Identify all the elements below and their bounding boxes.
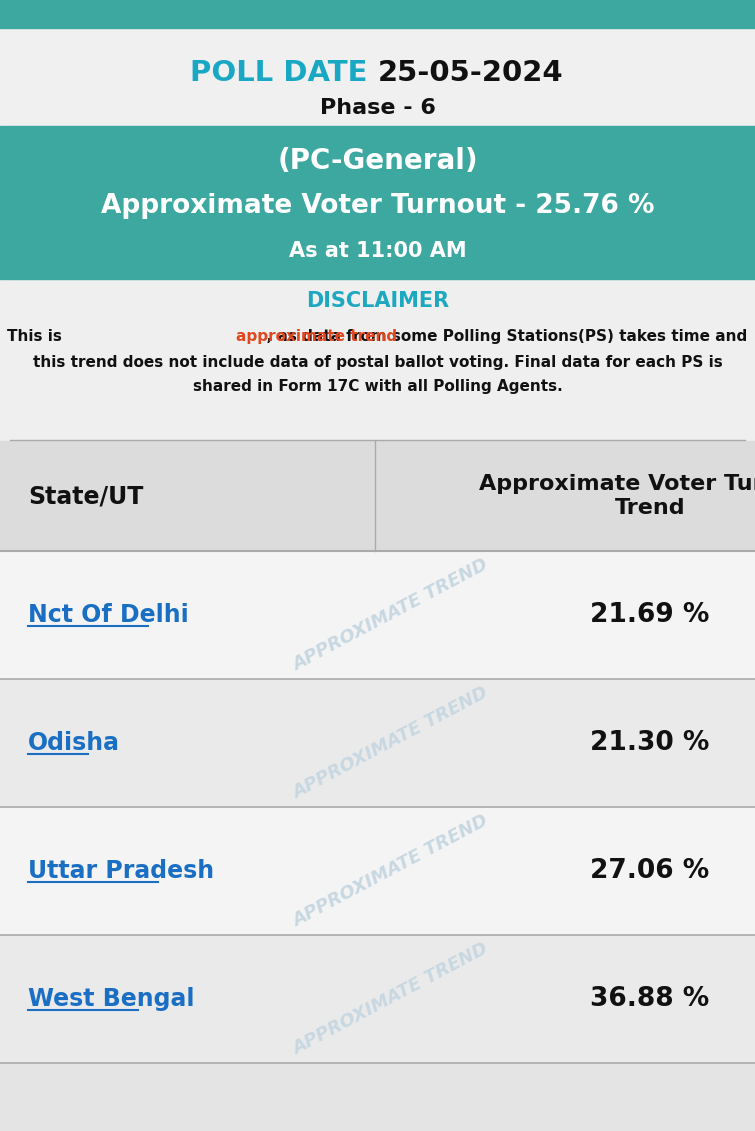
Text: Odisha: Odisha (28, 731, 120, 756)
Text: shared in Form 17C with all Polling Agents.: shared in Form 17C with all Polling Agen… (193, 380, 562, 395)
Text: Approximate Voter Turnout - 25.76 %: Approximate Voter Turnout - 25.76 % (100, 193, 655, 219)
Text: Approximate Voter Turnout
Trend: Approximate Voter Turnout Trend (479, 474, 755, 518)
Text: APPROXIMATE TREND: APPROXIMATE TREND (289, 812, 491, 931)
Bar (0, 279, 755, 441)
Text: State/UT: State/UT (28, 484, 143, 508)
Bar (0, 441, 755, 551)
Bar (0, 679, 755, 808)
Text: approximate trend: approximate trend (236, 329, 396, 345)
Text: APPROXIMATE TREND: APPROXIMATE TREND (289, 684, 491, 802)
Text: APPROXIMATE TREND: APPROXIMATE TREND (289, 940, 491, 1059)
Text: 21.69 %: 21.69 % (590, 602, 710, 628)
Text: This is                                       , as data from some Polling Statio: This is , as data from some Polling Stat… (8, 329, 747, 345)
Text: 36.88 %: 36.88 % (590, 986, 710, 1012)
Bar (0, 935, 755, 1063)
Text: DISCLAIMER: DISCLAIMER (306, 291, 449, 311)
Text: this trend does not include data of postal ballot voting. Final data for each PS: this trend does not include data of post… (32, 354, 723, 370)
Text: 25-05-2024: 25-05-2024 (378, 59, 563, 87)
Bar (0, 126, 755, 279)
Text: 21.30 %: 21.30 % (590, 729, 710, 756)
Text: West Bengal: West Bengal (28, 987, 195, 1011)
Text: APPROXIMATE TREND: APPROXIMATE TREND (289, 555, 491, 674)
Text: POLL DATE: POLL DATE (190, 59, 378, 87)
Bar (0, 551, 755, 679)
Text: Phase - 6: Phase - 6 (319, 98, 436, 118)
Text: Uttar Pradesh: Uttar Pradesh (28, 860, 214, 883)
Text: As at 11:00 AM: As at 11:00 AM (288, 241, 467, 261)
Bar (0, 0, 755, 28)
Text: 27.06 %: 27.06 % (590, 858, 710, 884)
Text: Nct Of Delhi: Nct Of Delhi (28, 603, 189, 627)
Bar (0, 28, 755, 126)
Text: (PC-General): (PC-General) (277, 147, 478, 175)
Bar (0, 808, 755, 935)
